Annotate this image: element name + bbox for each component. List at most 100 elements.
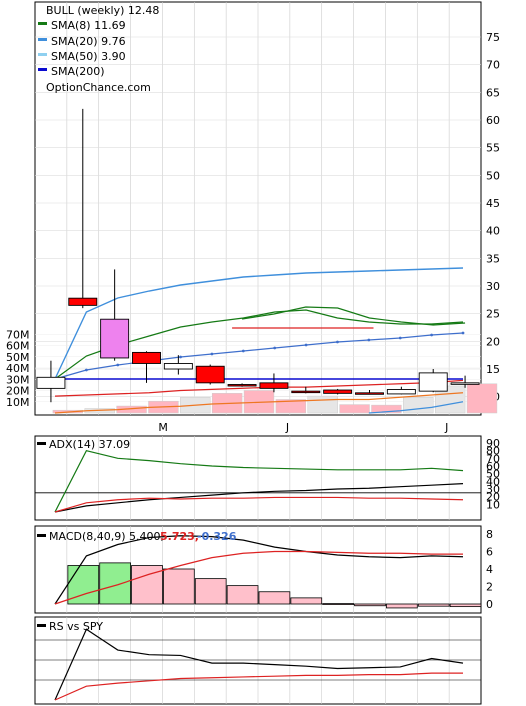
macd-line	[54, 535, 464, 605]
adx-ytick-label: 80	[486, 445, 500, 458]
macd-ytick-label: 8	[486, 528, 493, 541]
legend: BULL (weekly) 12.48 SMA(8) 11.69 SMA(20)…	[38, 4, 159, 94]
volume-ma-dotted	[54, 332, 464, 380]
candle-body	[355, 392, 384, 395]
volume-bar	[371, 404, 402, 414]
macd-label: MACD(8,40,9) 5.400,	[49, 530, 164, 543]
candle-body	[418, 372, 448, 392]
adx-ytick-label: 90	[486, 437, 500, 450]
price-ytick-label: 60	[486, 114, 500, 127]
adx-ytick-label: 50	[486, 468, 500, 481]
candle-body	[450, 382, 480, 385]
volume-ytick-label: 60M	[6, 340, 30, 353]
macd-ytick-label: 6	[486, 546, 493, 559]
price-ytick-label: 65	[486, 86, 500, 99]
legend-swatch-sma50	[38, 53, 47, 56]
rs-ma-line	[54, 672, 463, 701]
volume-ma-red	[54, 379, 464, 397]
volume-ytick-label: 50M	[6, 351, 30, 364]
adx-series-line	[54, 483, 464, 513]
legend-sma200: SMA(200)	[51, 65, 105, 78]
macd-histogram-bar	[386, 603, 418, 609]
price-ytick-label: 30	[486, 280, 500, 293]
volume-ma-dot	[210, 352, 214, 356]
price-ytick-label: 70	[486, 59, 500, 72]
macd-ytick-label: 0	[486, 598, 493, 611]
legend-swatch-sma8	[38, 22, 47, 25]
adx-ytick-label: 60	[486, 460, 500, 473]
macd-hist-label: -0.326	[197, 530, 237, 543]
macd-histogram-bar	[258, 591, 291, 605]
candle-body	[227, 384, 257, 387]
adx-ytick-label: 40	[486, 475, 500, 488]
volume-ytick-label: 40M	[6, 362, 30, 375]
legend-swatch-sma20	[38, 38, 47, 41]
candle-body	[163, 363, 193, 370]
price-xtick-label: J	[444, 421, 448, 434]
volume-ytick-label: 10M	[6, 396, 30, 409]
macd-histogram-bar	[322, 603, 354, 605]
macd-histogram-bar	[417, 603, 450, 607]
candle-body	[68, 297, 98, 306]
macd-label-group: MACD(8,40,9) 5.400, 5.723, -0.326	[37, 530, 237, 543]
price-xtick-label: M	[158, 421, 168, 434]
volume-ma-dot	[430, 333, 434, 337]
price-xtick-label: J	[285, 421, 289, 434]
adx-ytick-label: 30	[486, 483, 500, 496]
candle-body	[386, 389, 416, 395]
price-ytick-label: 40	[486, 225, 500, 238]
rs-label-group: RS vs SPY	[37, 620, 103, 633]
price-ytick-label: 15	[486, 363, 500, 376]
price-ytick-label: 55	[486, 142, 500, 155]
volume-ma-dot	[179, 355, 182, 359]
volume-ytick-label: 20M	[6, 385, 30, 398]
price-ytick-label: 35	[486, 252, 500, 265]
candle-body	[259, 382, 289, 389]
candle-body	[100, 318, 130, 359]
macd-signal-label: 5.723,	[160, 530, 199, 543]
volume-ma-orange	[54, 392, 464, 414]
volume-bar	[307, 395, 338, 414]
volume-ma-dot	[367, 338, 371, 342]
price-panel: 101520253035404550556065707510M20M30M40M…	[6, 1, 500, 434]
price-ytick-label: 50	[486, 169, 500, 182]
macd-ytick-label: 2	[486, 581, 493, 594]
macd-histogram-bar	[194, 578, 227, 605]
price-ytick-label: 20	[486, 335, 500, 348]
legend-sma50: SMA(50) 3.90	[51, 50, 126, 63]
legend-title: BULL (weekly) 12.48	[46, 4, 159, 17]
macd-histogram-bar	[163, 568, 195, 605]
volume-ma-dot	[304, 343, 308, 347]
candle-body	[36, 376, 66, 389]
legend-sma8: SMA(8) 11.69	[51, 19, 126, 32]
volume-ytick-label: 70M	[6, 328, 30, 341]
volume-ma-dot	[116, 363, 120, 367]
macd-histogram-bar	[290, 597, 323, 605]
macd-histogram-bar	[449, 603, 482, 608]
adx-label: ADX(14) 37.09	[49, 438, 130, 451]
volume-ma-dot	[461, 331, 465, 335]
candle-body	[132, 351, 161, 364]
adx-ytick-label: 10	[486, 498, 500, 511]
volume-bar	[466, 383, 498, 414]
macd-histogram-bar	[99, 562, 131, 605]
volume-bar	[275, 399, 307, 414]
adx-swatch	[37, 442, 46, 445]
candle-body	[291, 390, 321, 394]
price-ytick-label: 75	[486, 31, 500, 44]
macd-ytick-label: 4	[486, 563, 493, 576]
rs-swatch	[37, 624, 46, 627]
macd-histogram-bar	[354, 603, 386, 607]
price-ytick-label: 45	[486, 197, 500, 210]
adx-label-group: ADX(14) 37.09	[37, 438, 130, 451]
candle-body	[323, 389, 353, 394]
volume-ma-dot	[84, 368, 88, 372]
legend-sma20: SMA(20) 9.76	[51, 35, 126, 48]
volume-ma-blue	[368, 401, 464, 414]
macd-panel: 0 2 4 6 8	[34, 525, 493, 614]
sma20-line	[54, 267, 464, 380]
volume-ma-dot	[273, 346, 277, 350]
brand-watermark: OptionChance.com	[46, 81, 151, 94]
sma8-line	[241, 306, 466, 326]
adx-ytick-label: 70	[486, 452, 500, 465]
